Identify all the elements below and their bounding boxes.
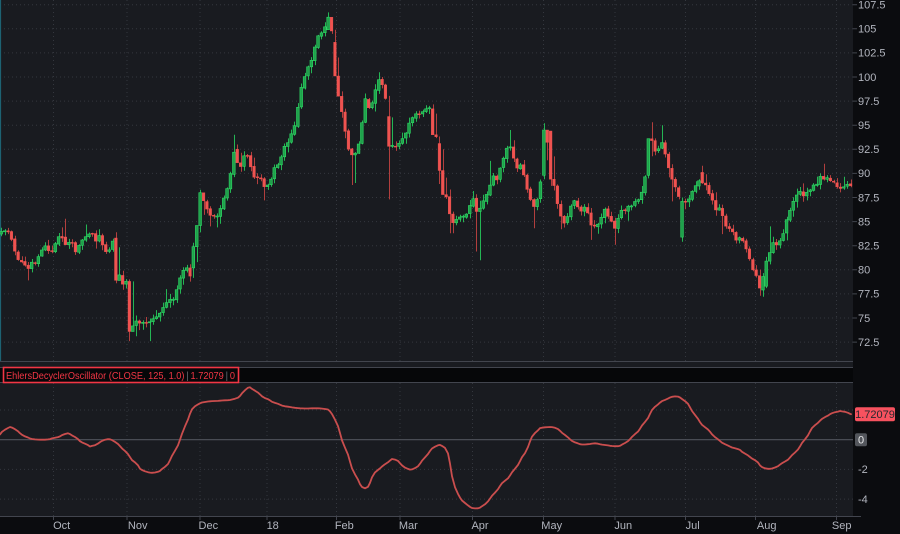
svg-text:Aug: Aug <box>757 520 777 532</box>
svg-text:105: 105 <box>858 24 876 36</box>
svg-text:1.72079: 1.72079 <box>855 409 895 421</box>
svg-text:80: 80 <box>858 265 870 277</box>
svg-text:Sep: Sep <box>832 520 852 532</box>
svg-text:100: 100 <box>858 72 876 84</box>
svg-text:97.5: 97.5 <box>858 96 879 108</box>
svg-text:107.5: 107.5 <box>858 0 886 12</box>
svg-text:87.5: 87.5 <box>858 192 879 204</box>
svg-text:75: 75 <box>858 313 870 325</box>
svg-text:Jun: Jun <box>614 520 632 532</box>
svg-text:Jul: Jul <box>686 520 700 532</box>
svg-text:-2: -2 <box>858 464 868 476</box>
svg-text:95: 95 <box>858 120 870 132</box>
svg-text:0: 0 <box>858 435 864 447</box>
svg-text:May: May <box>541 520 562 532</box>
svg-text:Feb: Feb <box>335 520 354 532</box>
svg-text:Oct: Oct <box>53 520 70 532</box>
svg-text:Dec: Dec <box>199 520 219 532</box>
svg-text:18: 18 <box>267 520 279 532</box>
svg-text:82.5: 82.5 <box>858 241 879 253</box>
svg-text:77.5: 77.5 <box>858 289 879 301</box>
svg-text:85: 85 <box>858 216 870 228</box>
svg-text:Mar: Mar <box>399 520 418 532</box>
svg-text:-4: -4 <box>858 494 868 506</box>
svg-text:90: 90 <box>858 168 870 180</box>
svg-text:102.5: 102.5 <box>858 48 886 60</box>
svg-text:Nov: Nov <box>128 520 148 532</box>
svg-text:92.5: 92.5 <box>858 144 879 156</box>
svg-text:Apr: Apr <box>471 520 488 532</box>
svg-text:72.5: 72.5 <box>858 337 879 349</box>
svg-text:EhlersDecyclerOscillator (CLOS: EhlersDecyclerOscillator (CLOSE, 125, 1.… <box>6 371 235 382</box>
